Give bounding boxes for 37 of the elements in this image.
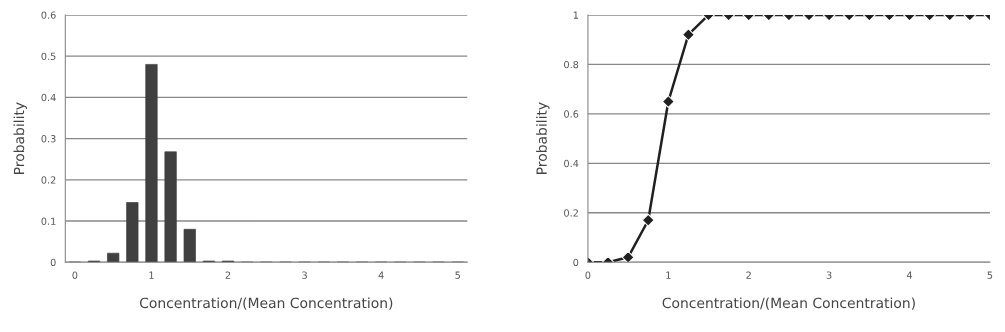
y-tick-label: 0.4 (564, 159, 579, 168)
x-tick-label: 5 (987, 271, 993, 279)
y-tick-label: 0.4 (41, 93, 56, 102)
point (641, 213, 655, 227)
y-tick-label: 0.6 (564, 110, 579, 118)
y-tick-label: 0 (50, 258, 56, 267)
y-tick-label: 0.8 (564, 60, 579, 69)
y-axis-title: Probability (13, 102, 27, 174)
bar (145, 64, 158, 263)
x-tick-label: 4 (906, 271, 913, 279)
x-tick-label: 3 (826, 271, 832, 279)
y-tick-label: 0.1 (41, 217, 56, 225)
bar (126, 202, 139, 263)
y-tick-label: 0.3 (41, 135, 56, 143)
y-tick-label: 0 (573, 258, 579, 267)
x-tick-label: 1 (666, 271, 671, 279)
bar (183, 228, 196, 263)
y-tick-label: 0.5 (41, 52, 56, 60)
x-axis-title: Concentration/(Mean Concentration) (139, 297, 393, 310)
y-tick-label: 0.2 (564, 209, 578, 217)
x-tick-label: 3 (302, 271, 307, 279)
bar (164, 151, 177, 263)
y-tick-label: 0.6 (41, 11, 56, 19)
point (661, 95, 675, 108)
x-tick-label: 0 (72, 271, 78, 279)
point (621, 250, 635, 263)
x-axis-title: Concentration/(Mean Concentration) (662, 297, 915, 310)
x-tick-label: 0 (585, 271, 591, 279)
x-tick-label: 2 (746, 271, 751, 279)
y-tick-label: 1 (573, 11, 578, 19)
bar (107, 252, 120, 263)
x-tick-label: 1 (149, 271, 154, 279)
y-axis-title: Probability (536, 102, 550, 174)
x-tick-label: 5 (455, 271, 460, 279)
x-tick-label: 2 (225, 271, 231, 279)
y-tick-label: 0.2 (41, 176, 56, 184)
x-tick-label: 4 (378, 271, 384, 279)
